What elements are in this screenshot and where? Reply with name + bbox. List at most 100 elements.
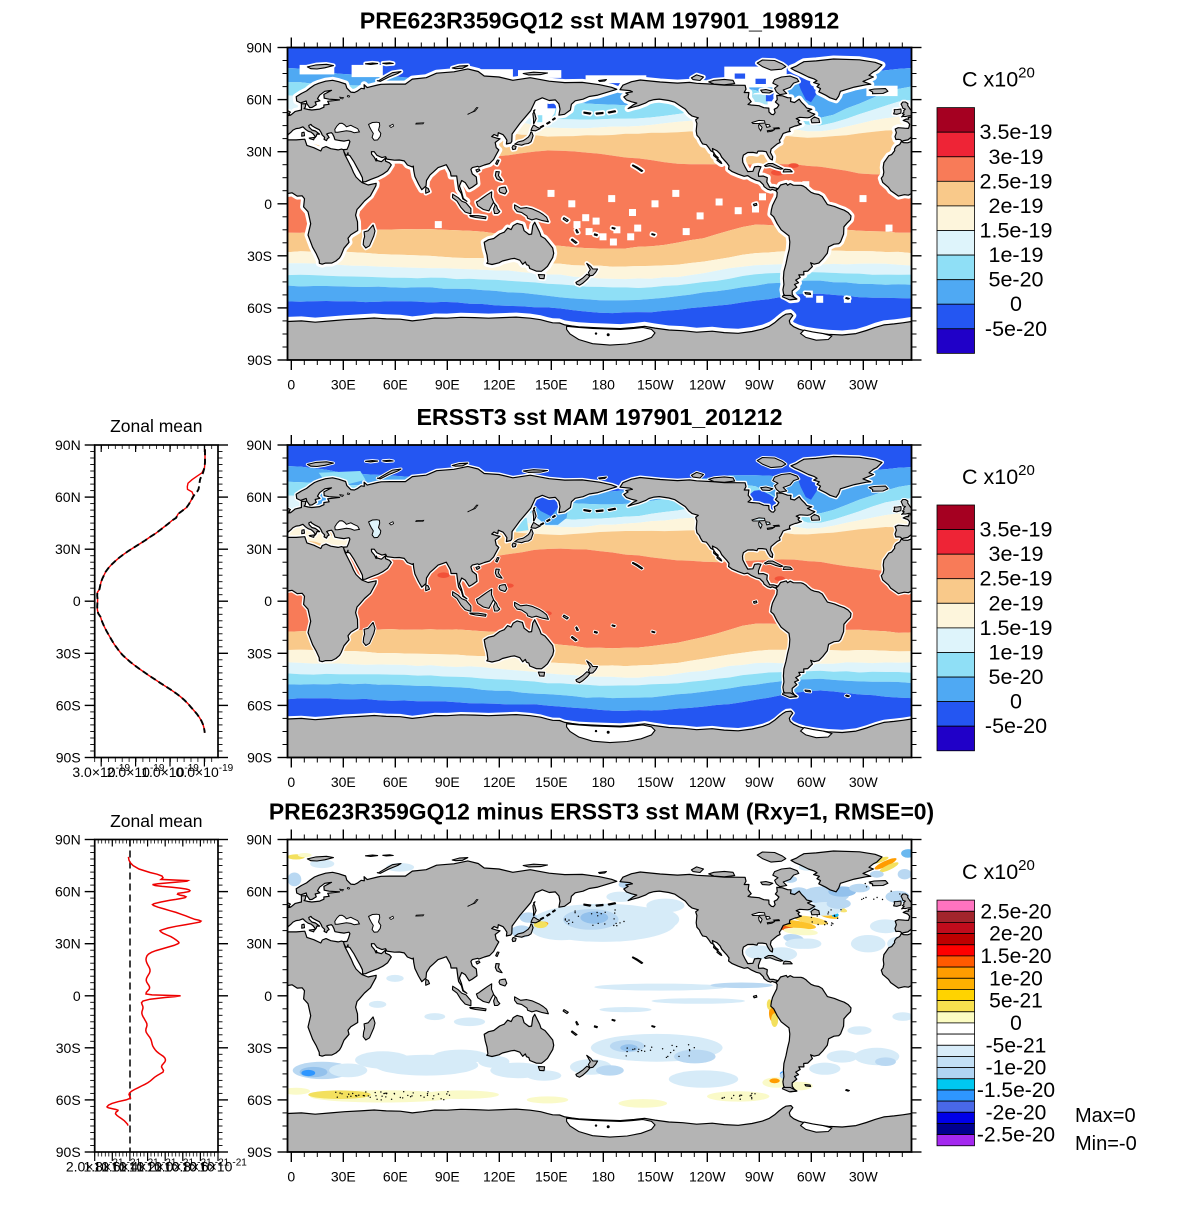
svg-text:PRE623R359GQ12 minus ERSST3 ss: PRE623R359GQ12 minus ERSST3 sst MAM (Rxy… [269, 799, 934, 825]
svg-text:150W: 150W [637, 377, 674, 393]
svg-text:120W: 120W [689, 1169, 726, 1185]
svg-text:30S: 30S [247, 248, 272, 264]
svg-text:PRE623R359GQ12 sst MAM 197901_: PRE623R359GQ12 sst MAM 197901_198912 [360, 8, 840, 34]
svg-text:90E: 90E [435, 774, 460, 790]
svg-text:1.5e-20: 1.5e-20 [980, 945, 1051, 968]
svg-text:30E: 30E [331, 1169, 356, 1185]
svg-text:30S: 30S [56, 645, 81, 661]
svg-text:1e-19: 1e-19 [989, 641, 1044, 665]
svg-text:0: 0 [73, 988, 81, 1004]
svg-text:-1.5e-20: -1.5e-20 [977, 1079, 1055, 1102]
svg-text:90S: 90S [56, 1144, 81, 1160]
svg-text:3.5e-19: 3.5e-19 [980, 518, 1053, 542]
svg-text:60S: 60S [247, 1092, 272, 1108]
svg-text:2e-20: 2e-20 [989, 923, 1043, 946]
svg-text:180: 180 [592, 1169, 616, 1185]
svg-text:150E: 150E [535, 377, 568, 393]
svg-text:60N: 60N [55, 884, 81, 900]
svg-text:60N: 60N [55, 489, 81, 505]
svg-text:3e-19: 3e-19 [989, 542, 1044, 566]
svg-text:2.5e-20: 2.5e-20 [980, 900, 1051, 923]
svg-text:90N: 90N [246, 40, 272, 56]
svg-text:90N: 90N [55, 832, 81, 848]
svg-text:60E: 60E [383, 377, 408, 393]
svg-text:90S: 90S [56, 750, 81, 766]
svg-text:90W: 90W [745, 377, 775, 393]
svg-text:Zonal mean: Zonal mean [110, 811, 202, 831]
svg-text:30E: 30E [331, 774, 356, 790]
svg-text:1e-20: 1e-20 [989, 967, 1043, 990]
svg-text:5e-20: 5e-20 [989, 268, 1044, 292]
svg-text:-2e-20: -2e-20 [986, 1101, 1047, 1124]
svg-text:60S: 60S [56, 697, 81, 713]
svg-text:90E: 90E [435, 1169, 460, 1185]
svg-text:Zonal mean: Zonal mean [110, 416, 202, 436]
svg-text:120E: 120E [483, 774, 516, 790]
svg-text:60W: 60W [797, 377, 827, 393]
svg-text:90W: 90W [745, 774, 775, 790]
svg-text:60W: 60W [797, 1169, 827, 1185]
svg-text:2.5e-19: 2.5e-19 [980, 567, 1053, 591]
svg-text:120E: 120E [483, 377, 516, 393]
svg-text:0: 0 [264, 988, 272, 1004]
svg-text:60N: 60N [246, 92, 272, 108]
svg-text:150W: 150W [637, 1169, 674, 1185]
svg-text:Max=0: Max=0 [1075, 1105, 1136, 1127]
svg-text:-5e-20: -5e-20 [985, 714, 1047, 738]
svg-text:3.5e-19: 3.5e-19 [980, 120, 1053, 144]
svg-text:120W: 120W [689, 377, 726, 393]
svg-text:90N: 90N [246, 437, 272, 453]
svg-text:30N: 30N [55, 936, 81, 952]
svg-text:2e-19: 2e-19 [989, 591, 1044, 615]
svg-text:60S: 60S [247, 697, 272, 713]
svg-text:150W: 150W [637, 774, 674, 790]
svg-text:30W: 30W [849, 1169, 879, 1185]
svg-text:1.5e-19: 1.5e-19 [980, 616, 1053, 640]
svg-text:2e-19: 2e-19 [989, 194, 1044, 218]
svg-text:150E: 150E [535, 1169, 568, 1185]
svg-text:Min=-0: Min=-0 [1075, 1133, 1137, 1155]
svg-text:30N: 30N [246, 936, 272, 952]
svg-text:1.5e-19: 1.5e-19 [980, 219, 1053, 243]
svg-text:0: 0 [1010, 690, 1022, 714]
svg-text:60E: 60E [383, 774, 408, 790]
svg-text:3e-19: 3e-19 [989, 145, 1044, 169]
svg-text:-2.5e-20: -2.5e-20 [977, 1124, 1055, 1147]
svg-text:0: 0 [264, 196, 272, 212]
svg-text:60E: 60E [383, 1169, 408, 1185]
svg-text:30S: 30S [56, 1040, 81, 1056]
svg-text:120W: 120W [689, 774, 726, 790]
svg-text:150E: 150E [535, 774, 568, 790]
svg-text:0: 0 [1010, 1012, 1022, 1035]
svg-text:5e-20: 5e-20 [989, 665, 1044, 689]
svg-text:30N: 30N [246, 144, 272, 160]
svg-text:-5e-21: -5e-21 [986, 1034, 1047, 1057]
svg-text:30W: 30W [849, 377, 879, 393]
svg-text:90S: 90S [247, 1144, 272, 1160]
svg-text:60W: 60W [797, 774, 827, 790]
svg-text:0: 0 [264, 593, 272, 609]
svg-text:0: 0 [287, 1169, 295, 1185]
svg-text:180: 180 [592, 774, 616, 790]
svg-text:-5e-20: -5e-20 [985, 317, 1047, 341]
svg-text:180: 180 [592, 377, 616, 393]
svg-text:0: 0 [73, 593, 81, 609]
svg-text:5e-21: 5e-21 [989, 990, 1043, 1013]
svg-text:30S: 30S [247, 1040, 272, 1056]
svg-text:ERSST3 sst MAM 197901_201212: ERSST3 sst MAM 197901_201212 [416, 404, 782, 430]
svg-text:90W: 90W [745, 1169, 775, 1185]
svg-text:2.5e-19: 2.5e-19 [980, 169, 1053, 193]
svg-text:120E: 120E [483, 1169, 516, 1185]
svg-text:90N: 90N [55, 437, 81, 453]
svg-text:60N: 60N [246, 489, 272, 505]
svg-text:-1e-20: -1e-20 [986, 1057, 1047, 1080]
svg-text:90N: 90N [246, 832, 272, 848]
svg-text:90S: 90S [247, 750, 272, 766]
svg-text:0: 0 [1010, 292, 1022, 316]
svg-text:1e-19: 1e-19 [989, 243, 1044, 267]
svg-text:0: 0 [287, 774, 295, 790]
svg-text:30N: 30N [55, 541, 81, 557]
svg-text:60S: 60S [56, 1092, 81, 1108]
svg-text:30S: 30S [247, 645, 272, 661]
svg-text:30W: 30W [849, 774, 879, 790]
